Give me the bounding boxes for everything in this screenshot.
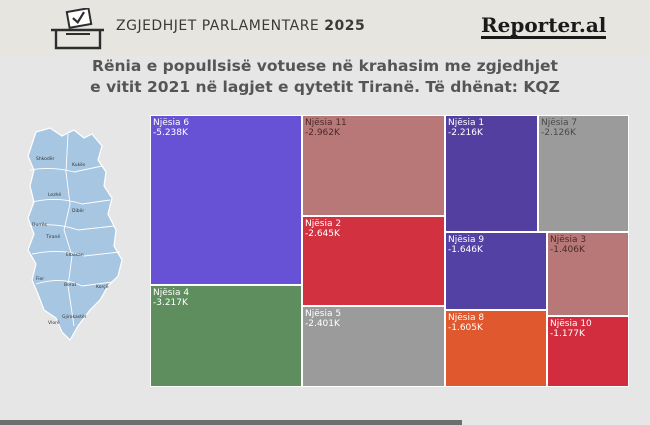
- map-label-durres: Durrës: [32, 222, 48, 228]
- treemap-tile-njesia-7: Njësia 7 -2.126K: [538, 115, 629, 232]
- albania-map-outline: [27, 127, 123, 341]
- header-title-year: 2025: [324, 18, 366, 34]
- map-label-berat: Berat: [64, 282, 76, 288]
- treemap-tile-value: -1.177K: [550, 329, 585, 339]
- treemap-tile-njesia-8: Njësia 8 -1.605K: [445, 310, 547, 387]
- header: ZGJEDHJET PARLAMENTARE 2025 Reporter.al: [0, 0, 650, 56]
- treemap-tile-name: Njësia 10: [550, 319, 592, 329]
- treemap-tile-name: Njësia 3: [550, 235, 587, 245]
- brand-logo[interactable]: Reporter.al: [481, 13, 607, 39]
- chart-title-line-2: e vitit 2021 në lagjet e qytetit Tiranë.…: [90, 78, 560, 96]
- treemap-tile-value: -5.238K: [153, 128, 188, 138]
- map-label-elbasan: Elbasan: [66, 252, 84, 258]
- treemap-tile-name: Njësia 6: [153, 118, 190, 128]
- treemap-tile-value: -2.216K: [448, 128, 483, 138]
- treemap-tile-name: Njësia 5: [305, 309, 342, 319]
- treemap-chart: Njësia 6 -5.238K Njësia 4 -3.217K Njësia 11-…: [150, 115, 629, 387]
- treemap-tile-value: -2.401K: [305, 319, 340, 329]
- header-title: ZGJEDHJET PARLAMENTARE 2025: [116, 18, 365, 34]
- treemap-tile-name: Njësia 1: [448, 118, 485, 128]
- treemap-tile-value: -2.126K: [541, 128, 576, 138]
- treemap-tile-njesia-5: Njësia 5 -2.401K: [302, 306, 445, 387]
- treemap-tile-name: Njësia 2: [305, 219, 342, 229]
- chart-title-line-1: Rënia e popullsisë votuese në krahasim m…: [92, 57, 558, 75]
- treemap-tile-value: -2.962K: [305, 128, 340, 138]
- map-label-vlore: Vlorë: [48, 320, 60, 326]
- map-label-diber: Dibër: [72, 208, 84, 214]
- treemap-tile-njesia-10: Njësia 10 -1.177K: [547, 316, 629, 387]
- treemap-tile-name: Njësia 11: [305, 118, 347, 128]
- albania-map-icon: Shkodër Kukës Lezhë Dibër Durrës Tiranë …: [27, 127, 123, 341]
- footer-bar: [0, 420, 462, 425]
- treemap-tile-value: -1.646K: [448, 245, 483, 255]
- treemap-tile-njesia-3: Njësia 3 -1.406K: [547, 232, 629, 316]
- map-label-gjirokaster: Gjirokastër: [62, 314, 87, 320]
- treemap-tile-njesia-4: Njësia 4 -3.217K: [150, 285, 302, 387]
- header-title-prefix: ZGJEDHJET PARLAMENTARE: [116, 18, 320, 34]
- treemap-tile-njesia-1: Njësia 1 -2.216K: [445, 115, 538, 232]
- map-label-kukes: Kukës: [72, 162, 86, 168]
- chart-title: Rënia e popullsisë votuese në krahasim m…: [0, 56, 650, 98]
- treemap-tile-name: Njësia 4: [153, 288, 190, 298]
- map-label-tirane: Tiranë: [45, 234, 60, 240]
- map-label-lezhe: Lezhë: [48, 192, 61, 198]
- treemap-tile-name: Njësia 9: [448, 235, 485, 245]
- treemap-tile-value: -1.605K: [448, 323, 483, 333]
- treemap-tile-njesia-9: Njësia 9 -1.646K: [445, 232, 547, 310]
- map-label-fier: Fier: [36, 276, 44, 282]
- treemap-tile-value: -3.217K: [153, 298, 188, 308]
- map-label-korce: Korçë: [96, 284, 109, 290]
- ballot-box-icon: [51, 8, 104, 50]
- treemap-tile-name: Njësia 8: [448, 313, 485, 323]
- treemap-tile-njesia-6: Njësia 6 -5.238K: [150, 115, 302, 285]
- treemap-tile-name: Njësia 7: [541, 118, 578, 128]
- treemap-tile-njesia-11: Njësia 11 -2.962K: [302, 115, 445, 216]
- treemap-tile-njesia-2: Njësia 2 -2.645K: [302, 216, 445, 306]
- treemap-tile-value: -2.645K: [305, 229, 340, 239]
- treemap-tile-value: -1.406K: [550, 245, 585, 255]
- map-label-shkoder: Shkodër: [36, 156, 55, 162]
